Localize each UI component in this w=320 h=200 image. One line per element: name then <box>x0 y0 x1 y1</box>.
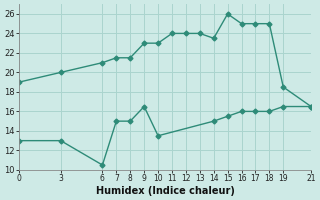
X-axis label: Humidex (Indice chaleur): Humidex (Indice chaleur) <box>96 186 235 196</box>
